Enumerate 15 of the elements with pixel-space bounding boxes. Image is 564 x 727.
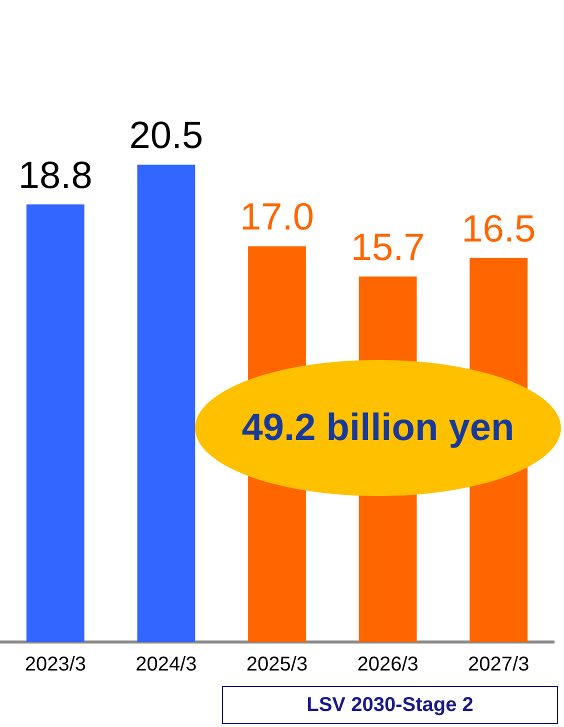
x-tick-label: 2025/3 [246, 654, 308, 676]
x-tick-label: 2023/3 [24, 654, 86, 676]
x-tick-label: 2024/3 [136, 654, 197, 676]
x-tick-label: 2027/3 [468, 654, 530, 676]
data-label: 15.7 [350, 226, 425, 269]
data-label: 16.5 [462, 208, 536, 250]
bar [26, 204, 84, 642]
data-label: 20.5 [129, 115, 204, 158]
data-label: 17.0 [240, 196, 314, 239]
data-label: 18.8 [18, 154, 92, 197]
ellipse-callout: 49.2 billion yen [195, 360, 561, 496]
x-tick-label: 2026/3 [357, 654, 418, 676]
annotation: 49.2 billion yen [242, 406, 514, 450]
bar [137, 164, 196, 642]
label-box: LSV 2030-Stage 2 [222, 686, 558, 724]
